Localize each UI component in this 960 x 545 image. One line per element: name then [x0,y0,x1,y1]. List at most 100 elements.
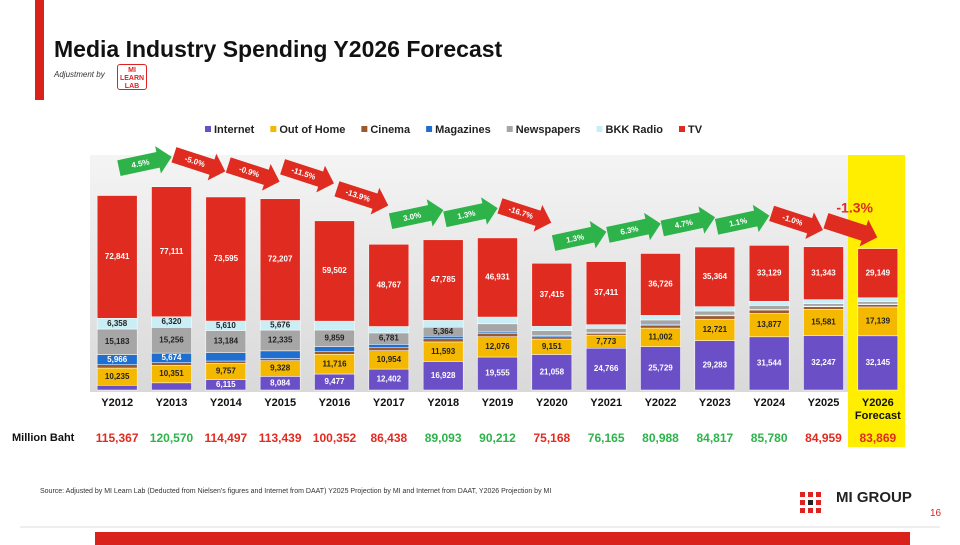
x-tick-label: Y2014 [209,397,242,409]
bar-segment [803,309,844,336]
data-label: 6,115 [216,380,236,389]
legend-swatch [270,126,277,132]
bar-segment [477,356,518,391]
data-label: 6,320 [161,317,182,326]
data-label: 6,781 [379,334,400,343]
bar-segment [314,346,355,352]
bar-segment [151,362,192,366]
bar-segment [422,336,464,340]
data-label: 32,145 [866,358,891,367]
footer-bar [95,532,910,545]
total-label: 80,988 [642,431,679,445]
arrow-shape [117,146,172,176]
arrow-shape [171,147,226,181]
accent-bar [35,0,44,100]
x-tick-label: Y2016 [318,397,351,409]
bar-segment [259,350,301,359]
bar-segment [803,303,844,307]
total-label: 100,352 [312,431,357,445]
bar-segment [694,315,736,320]
data-label: 12,402 [377,375,402,384]
total-label: 85,780 [750,431,788,445]
data-label: 48,767 [377,281,402,290]
arrow-shape [769,205,823,240]
bar-segment [314,220,355,322]
data-label: 37,411 [594,288,619,297]
legend-label: Magazines [435,124,491,136]
data-label: 73,595 [214,254,239,263]
legend-label: Newspapers [516,124,581,136]
x-tick-label: Y2021 [590,397,623,409]
arrow-shape [225,157,280,191]
page-number: 16 [930,508,942,519]
bar-segment [585,324,627,329]
x-tick-label: Y2018 [427,397,460,409]
data-label: 8,084 [270,378,291,387]
bar-segment [368,326,410,334]
total-label: 84,959 [805,431,842,445]
x-tick-label: Y2022 [644,397,677,409]
bar-segment [531,326,573,331]
bar-segment [314,320,355,331]
bar-segment [531,263,573,327]
data-label: 36,726 [648,280,673,289]
arrow-shape [388,199,444,230]
legend-label: TV [688,124,703,136]
growth-arrow: -5.0% [171,147,226,181]
legend-label: BKK Radio [606,124,664,136]
bar-segment [205,196,247,322]
arrow-shape [551,221,607,251]
brand: MI GROUP [836,489,912,506]
x-tick-label: Y2023 [698,397,731,409]
data-label: 9,757 [216,367,237,376]
growth-arrow: -16.7% [497,198,552,232]
bar-segment [477,237,518,318]
arrow-shape [334,181,389,215]
legend-label: Internet [214,124,255,136]
bar-segment [368,344,410,348]
bar-segment [96,385,138,391]
total-label: 84,817 [696,431,734,445]
bar-segment [748,305,790,310]
data-label: 46,931 [485,273,510,282]
bar-segment [477,333,518,337]
logo: MI LEARN LAB [117,64,147,90]
bar-segment [531,354,573,391]
data-label: 10,235 [105,372,130,381]
data-label: 9,477 [324,377,345,386]
data-label: 37,415 [540,290,565,299]
growth-arrow: 6.3% [606,212,661,243]
data-label: 17,139 [866,316,891,325]
data-label: 12,721 [703,325,728,334]
legend-swatch [596,126,603,132]
bar-segment [477,331,518,334]
title: Media Industry Spending Y2026 Forecast [54,36,503,62]
bar-segment [640,346,681,391]
data-label: 29,149 [866,268,891,277]
bar-segment [151,327,192,354]
bar-segment [259,198,301,321]
data-label: 72,207 [268,255,293,264]
bar-segment [748,309,790,314]
data-label: 10,954 [377,355,402,364]
bar-segment [748,336,790,391]
data-label: 21,058 [540,367,565,376]
x-tick-label: Y2020 [535,397,568,409]
arrow-shape [443,197,498,228]
x-tick-label: Y2015 [264,397,297,409]
data-label: 77,111 [160,247,184,256]
bar-segment [694,246,736,307]
data-label: 5,966 [107,355,128,364]
bar-segment [694,340,736,391]
bar-segment [422,361,464,391]
data-label: 33,129 [757,268,782,277]
data-label: 11,716 [322,359,347,368]
growth-label: 1.3% [565,232,585,245]
legend-label: Cinema [370,124,411,136]
bar-segment [422,239,464,321]
data-label: 11,002 [648,332,673,341]
data-label: 31,544 [757,359,782,368]
bar-segment [857,248,899,299]
growth-label: 6.3% [620,224,640,237]
